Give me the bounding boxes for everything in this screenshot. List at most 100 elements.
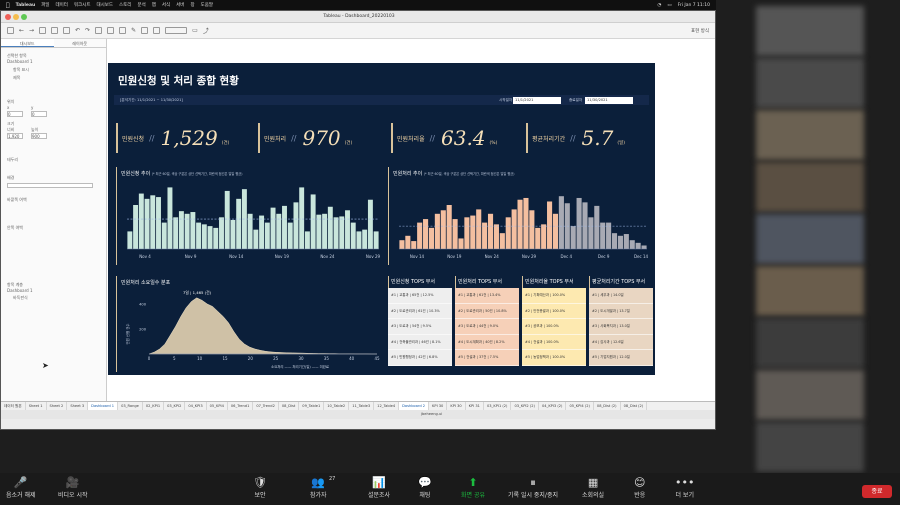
sheet-tab[interactable]: 08_Dist (2): [621, 402, 648, 410]
tops-row[interactable]: #3 | 도로과 | 54건 | 9.5%: [388, 319, 452, 335]
sheet-tab[interactable]: KPI 30: [429, 402, 448, 410]
tops-row[interactable]: #5 | 건설과 | 37건 | 7.5%: [455, 350, 519, 366]
sheet-tab[interactable]: 데이터 원본: [1, 402, 26, 410]
participant-thumbnail[interactable]: [756, 266, 864, 316]
participant-thumbnail[interactable]: [756, 370, 864, 420]
menu-window[interactable]: 창: [186, 3, 194, 8]
end-meeting-button[interactable]: 종료: [862, 485, 892, 498]
processing-trend-chart[interactable]: Nov 14 Nov 19 Nov 24 Nov 29 Dec 4 Dec 9 Dec 14: [393, 179, 651, 263]
fit-icon[interactable]: [165, 27, 188, 34]
participants-button[interactable]: 👥 참가자: [310, 476, 327, 499]
participant-thumbnail[interactable]: [756, 422, 864, 472]
tableau-logo-icon[interactable]: [7, 27, 14, 34]
tops-row[interactable]: #4 | 건축물관리과 | 46건 | 8.1%: [388, 334, 452, 350]
participant-thumbnail[interactable]: [756, 318, 864, 368]
sheet-tab[interactable]: 09_Table1: [299, 402, 325, 410]
sheet-tab[interactable]: 05_KPI4: [207, 402, 228, 410]
chat-button[interactable]: 💬 채팅: [418, 476, 432, 499]
polls-button[interactable]: 📊 설문조사: [368, 476, 390, 499]
sheet-tab[interactable]: 04_KPI3 (2): [539, 402, 567, 410]
participant-thumbnail[interactable]: [756, 6, 864, 56]
back-icon[interactable]: ←: [19, 27, 25, 34]
tops-row[interactable]: #1 | 세무과 | 14.0일: [589, 288, 653, 304]
tops-row[interactable]: #4 | 도시계획과 | 40건 | 8.2%: [455, 334, 519, 350]
tops-row[interactable]: #4 | 건설과 | 100.0%: [522, 334, 586, 350]
sheet-tab[interactable]: 11_Table3: [349, 402, 375, 410]
participant-thumbnail[interactable]: [756, 162, 864, 212]
swap-icon[interactable]: [95, 27, 103, 34]
duration-distribution-chart[interactable]: 0 5 10 15 20 25 30 35 40 45 400 200 민원 신청 건수 7일 | 1,4…: [121, 288, 383, 370]
minimize-window-button[interactable]: [13, 14, 19, 20]
lp-hierarchy-tiled[interactable]: 바둑판식: [13, 295, 28, 300]
tops-row[interactable]: #5 | 기업지원과 | 12.0일: [589, 350, 653, 366]
menu-help[interactable]: 도움말: [196, 3, 213, 8]
reactions-button[interactable]: 😊 반응: [634, 476, 645, 499]
lp-background-picker[interactable]: [7, 183, 93, 188]
tops-row[interactable]: #3 | 공보과 | 100.0%: [522, 319, 586, 335]
tops-row[interactable]: #1 | 기획예산과 | 100.0%: [522, 288, 586, 304]
label-icon[interactable]: [153, 27, 161, 34]
unmute-button[interactable]: 🎤 음소거 해제: [6, 476, 36, 499]
sheet-tab[interactable]: 06_Trend1: [228, 402, 254, 410]
participant-thumbnail[interactable]: [756, 214, 864, 264]
tops-row[interactable]: #5 | 농업정책과 | 100.0%: [522, 350, 586, 366]
tops-row[interactable]: #2 | 도시개발과 | 13.7일: [589, 303, 653, 319]
new-sheet-icon[interactable]: [63, 27, 71, 34]
lp-title-checkbox[interactable]: 제목: [13, 75, 21, 80]
tab-layout[interactable]: 레이아웃: [72, 41, 88, 46]
sheet-tab[interactable]: KPI 31: [466, 402, 484, 410]
sheet-tab[interactable]: 03_Range: [118, 402, 143, 410]
zoom-window-button[interactable]: [21, 14, 27, 20]
sheet-tab[interactable]: Sheet 3: [67, 402, 89, 410]
lp-x-input[interactable]: 0: [7, 111, 23, 117]
sheet-tab[interactable]: KPI 30: [447, 402, 466, 410]
sheet-tab[interactable]: 10_Table2: [324, 402, 350, 410]
tops-row[interactable]: #1 | 교통과 | 65건 | 12.5%: [388, 288, 452, 304]
sort-desc-icon[interactable]: [119, 27, 127, 34]
menu-worksheet[interactable]: 워크시트: [70, 3, 91, 8]
show-me-button[interactable]: 표현 방식: [691, 28, 709, 34]
clock-text[interactable]: Fri Jan 7 11:10: [677, 2, 710, 8]
lp-width-input[interactable]: 1,920: [7, 133, 23, 139]
tops-row[interactable]: #3 | 도로과 | 44건 | 9.0%: [455, 319, 519, 335]
redo-icon[interactable]: ↷: [85, 27, 91, 34]
recording-button[interactable]: ⏸ 기록 일시 중지/중지: [508, 476, 558, 499]
start-video-button[interactable]: 🎥 비디오 시작: [58, 476, 88, 499]
close-window-button[interactable]: [5, 14, 11, 20]
sheet-tab[interactable]: 08_Dist: [279, 402, 300, 410]
tops-row[interactable]: #2 | 도로관리과 | 50건 | 10.8%: [455, 303, 519, 319]
sheet-tab[interactable]: 08_Dist (2): [594, 402, 621, 410]
menu-file[interactable]: 파일: [37, 3, 49, 8]
tops-row[interactable]: #2 | 안전총괄과 | 100.0%: [522, 303, 586, 319]
sort-asc-icon[interactable]: [107, 27, 115, 34]
menu-dashboard[interactable]: 대시보드: [92, 3, 113, 8]
sheet-tab[interactable]: 02_KPI1: [143, 402, 165, 410]
sheet-tab[interactable]: Dashboard 2: [399, 402, 430, 410]
lp-height-input[interactable]: 900: [31, 133, 47, 139]
tops-row[interactable]: #4 | 감사과 | 12.6일: [589, 334, 653, 350]
battery-icon[interactable]: ▭: [667, 2, 672, 8]
menu-story[interactable]: 스토리: [115, 3, 131, 8]
participant-thumbnail[interactable]: [756, 110, 864, 160]
tops-row[interactable]: #1 | 교통과 | 61건 | 13.4%: [455, 288, 519, 304]
sheet-tab[interactable]: 03_KPI2: [164, 402, 186, 410]
wifi-icon[interactable]: ◔: [657, 2, 662, 8]
end-date-input[interactable]: 11/30/2021: [585, 96, 633, 104]
tops-row[interactable]: #5 | 민원행정과 | 42건 | 6.8%: [388, 350, 452, 366]
share-screen-button[interactable]: ⬆ 화면 공유: [461, 476, 485, 499]
tab-dashboard[interactable]: 대시보드: [1, 39, 54, 47]
tops-row[interactable]: #3 | 사회복지과 | 13.0일: [589, 319, 653, 335]
sheet-tab[interactable]: Sheet 2: [47, 402, 68, 410]
lp-show-item-checkbox[interactable]: 항목 표시: [13, 67, 29, 72]
sheet-tab[interactable]: 07_Trend2: [253, 402, 279, 410]
sheet-tab[interactable]: Dashboard 1: [88, 402, 119, 410]
apple-icon[interactable]: : [6, 2, 10, 9]
lp-hierarchy-dashboard[interactable]: Dashboard 1: [7, 288, 33, 293]
start-date-input[interactable]: 11/1/2021: [513, 96, 561, 104]
sheet-tab[interactable]: 05_KPI4 (2): [566, 402, 594, 410]
forward-icon[interactable]: →: [29, 27, 35, 34]
menu-map[interactable]: 맵: [148, 3, 156, 8]
participant-thumbnail[interactable]: [756, 58, 864, 108]
highlight-icon[interactable]: ✎: [131, 27, 137, 34]
security-button[interactable]: 🛡 보안: [253, 476, 267, 499]
